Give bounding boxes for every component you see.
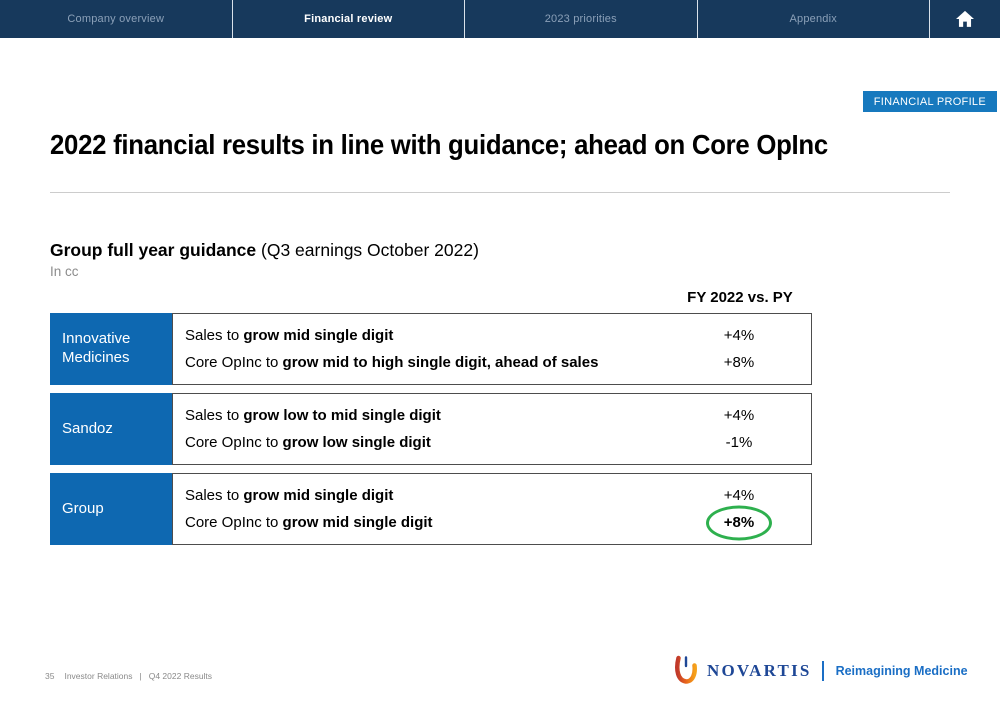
section-heading-detail: (Q3 earnings October 2022) bbox=[256, 240, 479, 260]
nav-tab-appendix[interactable]: Appendix bbox=[698, 0, 930, 38]
home-icon bbox=[956, 10, 974, 27]
column-header: FY 2022 vs. PY bbox=[687, 289, 793, 306]
row-content: Sales to grow low to mid single digit +4… bbox=[172, 393, 812, 465]
nav-tab-2023-priorities[interactable]: 2023 priorities bbox=[465, 0, 698, 38]
brand-divider bbox=[821, 661, 824, 681]
guidance-line: Sales to grow mid single digit +4% bbox=[173, 487, 811, 504]
footer-doc-label: Investor Relations bbox=[64, 671, 133, 681]
novartis-flame-icon bbox=[675, 655, 697, 684]
guidance-line: Core OpInc to grow mid to high single di… bbox=[173, 354, 811, 371]
table-row: Group Sales to grow mid single digit +4%… bbox=[50, 473, 812, 545]
row-content: Sales to grow mid single digit +4% Core … bbox=[172, 473, 812, 545]
guidance-value: +8% bbox=[691, 505, 787, 540]
nav-tab-label: Appendix bbox=[789, 13, 837, 25]
page-number: 35 bbox=[45, 671, 55, 681]
guidance-table: Innovative Medicines Sales to grow mid s… bbox=[50, 313, 812, 553]
guidance-text: Sales to grow low to mid single digit bbox=[185, 407, 441, 424]
guidance-line: Sales to grow low to mid single digit +4… bbox=[173, 407, 811, 424]
nav-tab-financial-review[interactable]: Financial review bbox=[233, 0, 465, 38]
footer-doc-detail: Q4 2022 Results bbox=[148, 671, 213, 681]
guidance-value: +4% bbox=[723, 487, 755, 504]
nav-home-button[interactable] bbox=[930, 0, 1000, 38]
brand-wordmark: NOVARTIS bbox=[707, 661, 812, 680]
guidance-value: +8% bbox=[723, 354, 755, 371]
row-label: Innovative Medicines bbox=[50, 313, 172, 385]
guidance-line: Sales to grow mid single digit +4% bbox=[173, 327, 811, 344]
guidance-value: -1% bbox=[725, 434, 753, 451]
guidance-text: Sales to grow mid single digit bbox=[185, 487, 394, 504]
financial-profile-badge: FINANCIAL PROFILE bbox=[862, 91, 997, 112]
guidance-value: +4% bbox=[723, 327, 755, 344]
row-label: Sandoz bbox=[50, 393, 172, 465]
nav-tab-company-overview[interactable]: Company overview bbox=[0, 0, 233, 38]
row-content: Sales to grow mid single digit +4% Core … bbox=[172, 313, 812, 385]
top-navigation: Company overview Financial review 2023 p… bbox=[0, 0, 1000, 38]
page-title: 2022 financial results in line with guid… bbox=[50, 129, 828, 160]
guidance-text: Core OpInc to grow mid single digit bbox=[185, 514, 433, 531]
guidance-value: +4% bbox=[723, 407, 755, 424]
guidance-text: Core OpInc to grow mid to high single di… bbox=[185, 354, 599, 371]
table-row: Sandoz Sales to grow low to mid single d… bbox=[50, 393, 812, 465]
nav-tab-label: 2023 priorities bbox=[544, 13, 617, 25]
unit-note: In cc bbox=[50, 264, 79, 279]
highlight-ellipse-icon bbox=[706, 505, 772, 540]
guidance-line: Core OpInc to grow low single digit -1% bbox=[173, 434, 811, 451]
section-heading: Group full year guidance (Q3 earnings Oc… bbox=[50, 240, 479, 261]
title-divider bbox=[50, 192, 950, 193]
brand-tagline: Reimagining Medicine bbox=[835, 664, 968, 678]
brand-lockup: NOVARTIS Reimagining Medicine bbox=[674, 653, 968, 689]
row-label: Group bbox=[50, 473, 172, 545]
guidance-text: Core OpInc to grow low single digit bbox=[185, 434, 431, 451]
nav-tab-label: Company overview bbox=[67, 13, 165, 25]
nav-tab-label: Financial review bbox=[304, 13, 393, 25]
guidance-line: Core OpInc to grow mid single digit +8% bbox=[173, 505, 811, 540]
footer-meta: 35 Investor Relations | Q4 2022 Results bbox=[45, 671, 212, 681]
table-row: Innovative Medicines Sales to grow mid s… bbox=[50, 313, 812, 385]
section-heading-bold: Group full year guidance bbox=[50, 240, 257, 260]
footer-divider: | bbox=[139, 671, 142, 681]
guidance-text: Sales to grow mid single digit bbox=[185, 327, 394, 344]
